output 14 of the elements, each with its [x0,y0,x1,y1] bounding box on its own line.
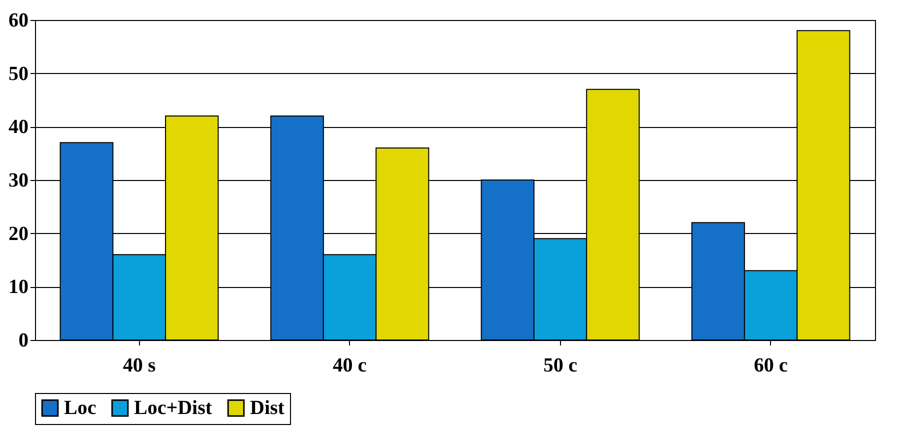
legend-label: Dist [250,397,285,420]
x-tick-label: 40 s [122,354,156,376]
x-tick-label: 60 c [754,354,788,376]
y-tick-label: 50 [8,62,28,85]
y-tick-label: 30 [8,170,28,192]
legend-label: Loc [64,397,96,420]
y-tick-label: 10 [8,276,28,298]
y-tick-label: 20 [8,222,28,245]
y-tick-label: 60 [8,10,28,32]
legend-label: Loc+Dist [134,397,212,420]
x-tick-label: 50 c [543,354,578,376]
x-tick-label: 40 c [332,354,367,376]
y-tick-label: 40 [8,116,28,138]
y-tick-label: 0 [18,330,28,352]
